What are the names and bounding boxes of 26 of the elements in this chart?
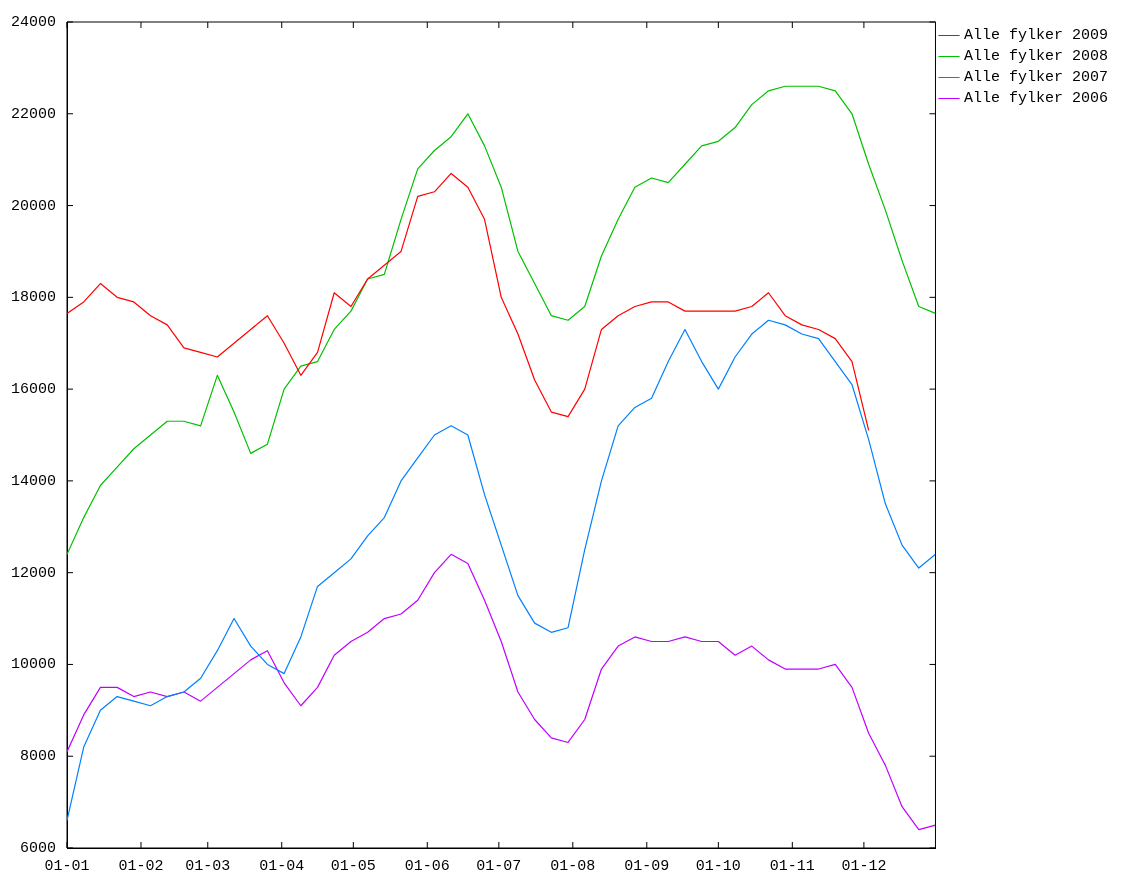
y-tick-label: 10000 (10, 656, 57, 674)
legend-label: Alle fylker 2008 (963, 48, 1109, 66)
y-tick-label: 18000 (10, 289, 57, 307)
x-tick-label: 01-10 (695, 857, 741, 875)
y-tick-label: 22000 (10, 105, 57, 123)
x-tick-label: 01-07 (476, 857, 522, 875)
y-tick-label: 6000 (19, 839, 57, 857)
y-tick-label: 20000 (10, 197, 57, 215)
y-tick-label: 16000 (10, 381, 57, 399)
x-tick-label: 01-12 (841, 857, 887, 875)
y-tick-label: 8000 (19, 748, 57, 766)
x-tick-label: 01-01 (44, 857, 90, 875)
x-tick-label: 01-06 (404, 857, 450, 875)
x-tick-label: 01-08 (550, 857, 596, 875)
legend-label: Alle fylker 2009 (963, 27, 1109, 45)
x-tick-label: 01-02 (118, 857, 164, 875)
x-tick-label: 01-04 (259, 857, 305, 875)
x-tick-label: 01-11 (769, 857, 815, 875)
legend-label: Alle fylker 2007 (963, 69, 1109, 87)
x-tick-label: 01-03 (185, 857, 231, 875)
x-tick-label: 01-05 (330, 857, 376, 875)
y-tick-label: 12000 (10, 564, 57, 582)
x-tick-label: 01-09 (624, 857, 670, 875)
legend-label: Alle fylker 2006 (963, 90, 1109, 108)
y-tick-label: 14000 (10, 472, 57, 490)
y-tick-label: 24000 (10, 13, 57, 31)
